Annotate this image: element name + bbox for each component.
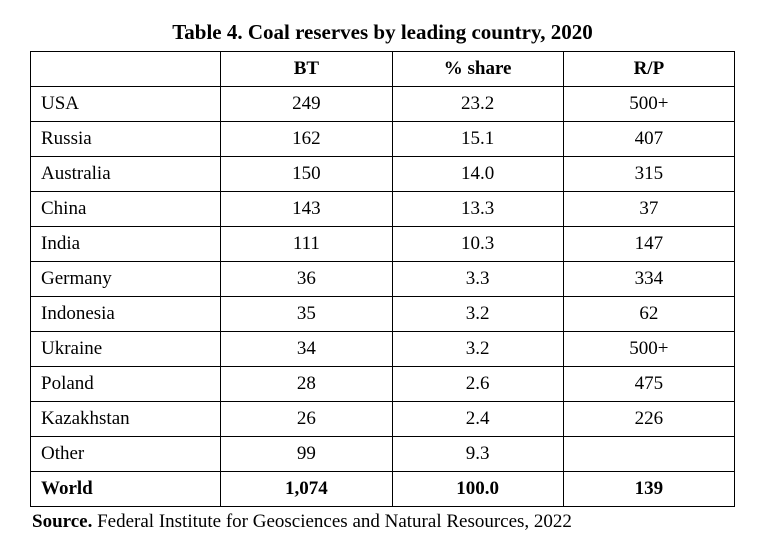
cell-bt: 143 [221,192,392,227]
cell-rp: 500+ [563,87,734,122]
cell-total-share: 100.0 [392,472,563,507]
cell-country: Other [31,437,221,472]
cell-rp: 334 [563,262,734,297]
cell-total-rp: 139 [563,472,734,507]
cell-country: Russia [31,122,221,157]
cell-rp [563,437,734,472]
table-source: Source. Federal Institute for Geoscience… [30,511,735,533]
cell-share: 23.2 [392,87,563,122]
cell-share: 2.6 [392,367,563,402]
cell-country: Indonesia [31,297,221,332]
cell-total-bt: 1,074 [221,472,392,507]
cell-country: India [31,227,221,262]
table-title: Table 4. Coal reserves by leading countr… [30,20,735,45]
cell-bt: 36 [221,262,392,297]
cell-bt: 249 [221,87,392,122]
table-row: Poland 28 2.6 475 [31,367,735,402]
cell-share: 9.3 [392,437,563,472]
table-row: Russia 162 15.1 407 [31,122,735,157]
table-row: China 143 13.3 37 [31,192,735,227]
cell-bt: 150 [221,157,392,192]
table-row: Germany 36 3.3 334 [31,262,735,297]
cell-bt: 26 [221,402,392,437]
cell-country: Germany [31,262,221,297]
cell-country: China [31,192,221,227]
cell-share: 15.1 [392,122,563,157]
cell-share: 3.3 [392,262,563,297]
table-row: USA 249 23.2 500+ [31,87,735,122]
cell-total-country: World [31,472,221,507]
cell-share: 2.4 [392,402,563,437]
cell-country: Australia [31,157,221,192]
col-header-share: % share [392,52,563,87]
cell-share: 13.3 [392,192,563,227]
cell-bt: 28 [221,367,392,402]
table-header-row: BT % share R/P [31,52,735,87]
cell-country: USA [31,87,221,122]
cell-share: 3.2 [392,297,563,332]
table-total-row: World 1,074 100.0 139 [31,472,735,507]
cell-share: 10.3 [392,227,563,262]
cell-bt: 111 [221,227,392,262]
col-header-country [31,52,221,87]
cell-share: 3.2 [392,332,563,367]
cell-share: 14.0 [392,157,563,192]
table-row: Ukraine 34 3.2 500+ [31,332,735,367]
table-row: Indonesia 35 3.2 62 [31,297,735,332]
source-text: Federal Institute for Geosciences and Na… [92,511,572,532]
cell-rp: 315 [563,157,734,192]
cell-rp: 407 [563,122,734,157]
cell-rp: 226 [563,402,734,437]
col-header-bt: BT [221,52,392,87]
table-row: Other 99 9.3 [31,437,735,472]
cell-bt: 35 [221,297,392,332]
cell-bt: 162 [221,122,392,157]
cell-rp: 147 [563,227,734,262]
table-row: Kazakhstan 26 2.4 226 [31,402,735,437]
cell-country: Poland [31,367,221,402]
cell-rp: 475 [563,367,734,402]
cell-rp: 500+ [563,332,734,367]
cell-rp: 37 [563,192,734,227]
cell-rp: 62 [563,297,734,332]
cell-country: Kazakhstan [31,402,221,437]
table-row: Australia 150 14.0 315 [31,157,735,192]
col-header-rp: R/P [563,52,734,87]
source-label: Source. [32,511,92,532]
cell-bt: 34 [221,332,392,367]
cell-country: Ukraine [31,332,221,367]
cell-bt: 99 [221,437,392,472]
coal-reserves-table: BT % share R/P USA 249 23.2 500+ Russia … [30,51,735,507]
table-row: India 111 10.3 147 [31,227,735,262]
